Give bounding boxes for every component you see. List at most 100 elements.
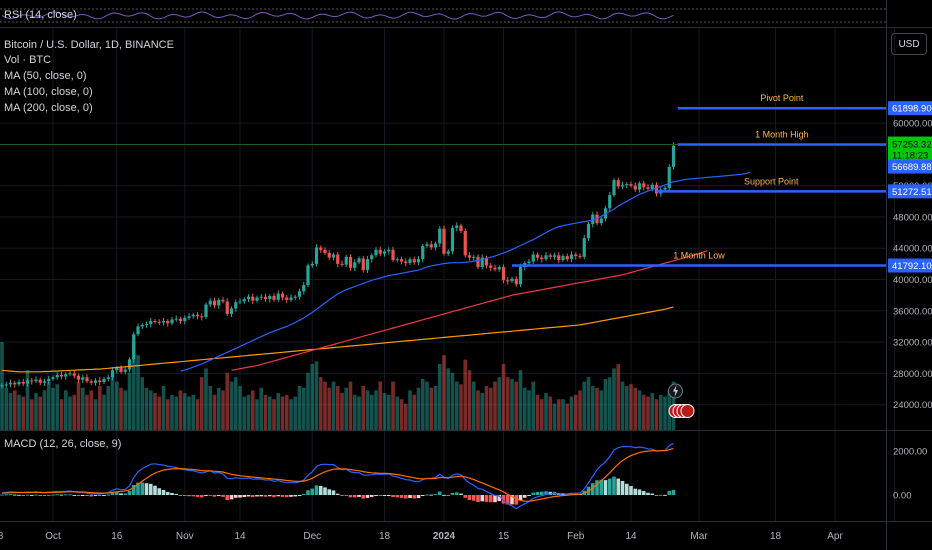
volume-bar	[80, 387, 85, 430]
volume-bar	[331, 381, 336, 430]
volume-bar	[114, 381, 119, 430]
rsi-legend[interactable]: RSI (14, close)	[4, 9, 77, 21]
ma100-legend[interactable]: MA (100, close, 0)	[4, 86, 93, 98]
macd-hist-bar	[34, 494, 38, 496]
volume-bar	[433, 386, 438, 430]
macd-tick-label: 2000.00	[893, 447, 927, 458]
candle	[59, 374, 64, 377]
macd-hist-bar	[505, 495, 510, 505]
candle	[331, 254, 336, 258]
level-price-tag: 61898.90	[892, 104, 932, 115]
macd-hist-bar	[12, 494, 17, 496]
volume-bar	[348, 381, 353, 430]
candle	[557, 255, 561, 260]
grid-lines	[0, 28, 895, 521]
candle	[285, 297, 289, 300]
currency-button[interactable]: USD	[891, 33, 927, 55]
macd-hist-bar	[425, 494, 429, 496]
volume-bar	[144, 387, 149, 430]
macd-hist-bar	[527, 495, 531, 496]
volume-bar	[259, 387, 264, 430]
macd-hist-bar	[467, 495, 472, 501]
candle	[629, 184, 633, 186]
candle	[268, 295, 272, 300]
macd-hist-bar	[221, 495, 225, 497]
level-price-tag-bg	[888, 184, 932, 199]
price-tick-label: 48000.00	[893, 212, 932, 223]
volume-bar	[514, 381, 519, 430]
time-tick-label: 2024	[433, 531, 456, 542]
volume-bar	[136, 355, 140, 430]
candle	[187, 316, 191, 318]
macd-axis[interactable]: 2000.00 0.00	[893, 447, 927, 502]
volume-bar	[242, 396, 247, 430]
macd-hist-bar	[225, 495, 230, 501]
symbol-legend[interactable]: Bitcoin / U.S. Dollar, 1D, BINANCE	[4, 39, 174, 51]
volume-bar	[352, 394, 357, 430]
ma50-legend[interactable]: MA (50, close, 0)	[4, 70, 87, 82]
macd-hist-bar	[374, 495, 378, 496]
candle	[93, 380, 98, 383]
macd-hist-bar	[395, 495, 400, 498]
macd-hist-bar	[233, 495, 238, 498]
macd-tick-label: 0.00	[893, 491, 912, 502]
countdown-label: 11:18:23	[892, 151, 928, 162]
candle	[637, 183, 642, 190]
volume-bar	[255, 399, 259, 430]
macd-hist-bar	[352, 495, 357, 498]
macd-hist-bar	[488, 495, 493, 503]
volume-bar	[616, 364, 621, 430]
time-axis[interactable]: 18 Oct 16 Nov 14 Dec 18 2024 15 Feb 14 Mar 18 Apr	[0, 531, 843, 542]
time-tick-label: 15	[498, 531, 510, 542]
candle	[489, 265, 493, 268]
event-markers[interactable]	[668, 383, 695, 418]
macd-hist-bar	[442, 494, 446, 496]
candle	[404, 261, 408, 264]
ma200-legend[interactable]: MA (200, close, 0)	[4, 102, 93, 114]
macd-hist-bar	[646, 492, 650, 495]
volume-bar	[573, 394, 578, 430]
volume-legend[interactable]: Vol · BTC	[4, 54, 52, 66]
macd-hist-bar	[229, 495, 234, 500]
candle	[599, 218, 603, 224]
candle	[531, 254, 535, 262]
candle	[527, 261, 531, 264]
macd-hist-bar	[599, 479, 604, 495]
volume-bar	[123, 390, 128, 430]
macd-hist-bar	[259, 495, 264, 497]
volume-bar	[412, 394, 417, 430]
candle	[501, 267, 506, 281]
volume-bar	[174, 396, 179, 430]
candle	[42, 381, 47, 383]
candle	[263, 296, 268, 300]
macd-hist-bar	[454, 492, 459, 495]
volume-bar	[46, 381, 51, 430]
macd-hist-bar	[178, 495, 183, 496]
volume-bar	[544, 393, 548, 430]
candle	[348, 256, 353, 268]
volume-bar	[131, 342, 136, 430]
macd-hist-bar	[297, 495, 302, 496]
candle	[178, 318, 183, 321]
macd-hist-bar	[331, 490, 336, 495]
price-tick-label: 32000.00	[893, 338, 932, 349]
volume-bar	[599, 390, 604, 430]
volume-bar	[12, 390, 17, 430]
candle	[72, 373, 76, 376]
level-price-tag: 41792.10	[892, 261, 932, 272]
volume-bar	[399, 399, 404, 430]
volume-bar	[590, 386, 595, 430]
volume-bar	[59, 399, 64, 430]
price-axis[interactable]: 60000.0052000.0048000.0044000.0040000.00…	[888, 101, 932, 411]
candle	[110, 370, 115, 378]
volume-bar	[276, 393, 281, 430]
volume-bar	[68, 396, 72, 430]
volume-bar	[386, 394, 391, 430]
flag-marker-icon	[680, 404, 695, 418]
macd-hist-bar	[361, 495, 366, 499]
time-tick-label: 14	[234, 531, 246, 542]
candle	[212, 300, 217, 306]
macd-legend[interactable]: MACD (12, 26, close, 9)	[4, 438, 122, 450]
volume-bar	[93, 399, 98, 430]
